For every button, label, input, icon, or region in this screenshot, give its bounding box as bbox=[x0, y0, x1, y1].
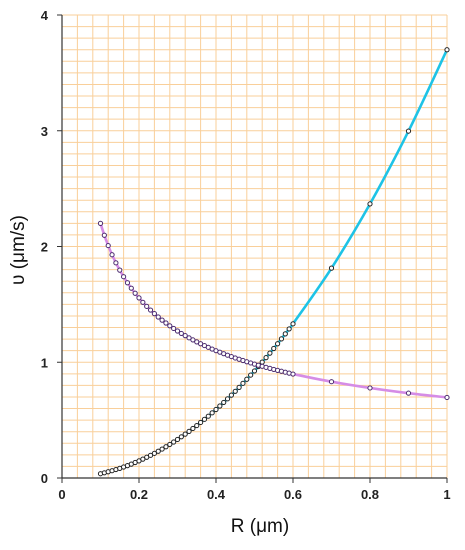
series-2-point bbox=[444, 394, 450, 401]
series-2-point bbox=[186, 335, 192, 341]
series-2-point bbox=[140, 299, 146, 305]
tick-labels: 0 0.2 0.4 0.6 0.8 1 0 1 2 3 4 bbox=[41, 8, 451, 502]
series-1-point bbox=[286, 326, 292, 332]
y-axis-title: υ (μm/s) bbox=[8, 215, 29, 285]
series-2-point bbox=[159, 317, 165, 323]
x-tick-label: 1 bbox=[443, 487, 450, 502]
series-2-point bbox=[155, 314, 161, 320]
x-tick-label: 0.6 bbox=[284, 487, 302, 502]
x-tick-label: 0 bbox=[58, 487, 65, 502]
series-1-point bbox=[224, 396, 231, 402]
series-1-point bbox=[328, 265, 335, 271]
axes bbox=[57, 14, 448, 483]
series-1-point bbox=[275, 341, 281, 347]
series-1-point bbox=[405, 128, 412, 134]
series-1-point bbox=[263, 355, 269, 361]
grid bbox=[61, 14, 448, 479]
series-1-point bbox=[267, 350, 273, 356]
series-1-point bbox=[251, 368, 258, 374]
series-2-point bbox=[117, 267, 123, 273]
series-1-point bbox=[236, 384, 242, 390]
series-1-point bbox=[182, 431, 188, 437]
series-2-point bbox=[290, 371, 296, 377]
series-2-point bbox=[132, 290, 138, 296]
series-1-point bbox=[248, 372, 254, 378]
series-2-point bbox=[151, 311, 157, 317]
series-2-point bbox=[109, 252, 115, 258]
x-tick-label: 0.4 bbox=[207, 487, 226, 502]
series-2-point bbox=[124, 280, 131, 286]
y-tick-label: 3 bbox=[41, 124, 48, 139]
series-1-point bbox=[213, 406, 219, 413]
series-1-point bbox=[209, 410, 215, 416]
series-2-point bbox=[367, 385, 373, 391]
series-2-point bbox=[101, 232, 107, 238]
series-1-point bbox=[244, 376, 250, 382]
series-2-point bbox=[144, 303, 150, 309]
series-2-point bbox=[136, 295, 142, 301]
series-2-point bbox=[171, 325, 177, 332]
series-1-point bbox=[271, 345, 277, 352]
series-1-point bbox=[147, 452, 154, 458]
series-1-point bbox=[282, 331, 288, 337]
y-tick-label: 2 bbox=[41, 240, 48, 255]
series-2-point bbox=[190, 337, 196, 343]
series-1-point bbox=[278, 336, 285, 342]
series-1-point bbox=[228, 392, 234, 398]
series-2-point bbox=[405, 390, 412, 396]
series-2-point bbox=[182, 333, 188, 339]
x-axis-title: R (μm) bbox=[231, 516, 289, 537]
series-1 bbox=[97, 47, 450, 477]
series-1-point bbox=[167, 441, 173, 448]
series-1-line bbox=[100, 49, 449, 475]
series-1-point bbox=[259, 359, 265, 365]
series-1-point bbox=[221, 399, 227, 406]
x-tick-label: 0.8 bbox=[361, 487, 379, 502]
series-1-point bbox=[163, 444, 169, 450]
series-1-point bbox=[290, 321, 296, 327]
series-1-point bbox=[155, 448, 161, 454]
y-tick-label: 0 bbox=[41, 471, 48, 486]
series-2-point bbox=[128, 285, 134, 291]
series-2-point bbox=[174, 328, 181, 334]
series-1-point bbox=[444, 47, 450, 53]
series-1-point bbox=[217, 403, 223, 409]
series-1-point bbox=[151, 450, 157, 456]
series-1-point bbox=[171, 439, 177, 445]
series-1-point bbox=[198, 419, 204, 426]
series-1-point bbox=[201, 416, 208, 422]
x-tick-label: 0.2 bbox=[130, 487, 148, 502]
series-1-point bbox=[205, 413, 211, 419]
series-2-point bbox=[328, 379, 335, 385]
series-1-point bbox=[232, 388, 238, 394]
series-2-point bbox=[97, 220, 104, 226]
y-tick-label: 4 bbox=[41, 8, 49, 23]
series-1-point bbox=[190, 425, 196, 432]
series-layer bbox=[97, 47, 450, 477]
series-2-point bbox=[163, 320, 169, 326]
series-2-point bbox=[105, 242, 111, 249]
series-1-point bbox=[144, 454, 150, 460]
series-1-point bbox=[194, 422, 200, 429]
series-2-point bbox=[113, 260, 119, 266]
series-1-point bbox=[186, 428, 192, 434]
series-2-point bbox=[167, 323, 173, 329]
series-1-point bbox=[178, 434, 184, 440]
series-1-point bbox=[367, 201, 373, 207]
series-2 bbox=[97, 220, 450, 401]
series-1-point bbox=[240, 380, 246, 386]
series-2-point bbox=[178, 330, 184, 337]
y-tick-label: 1 bbox=[41, 355, 48, 370]
series-1-point bbox=[174, 436, 181, 443]
series-1-point bbox=[159, 446, 165, 452]
series-2-point bbox=[121, 274, 127, 280]
series-2-point bbox=[147, 307, 154, 313]
